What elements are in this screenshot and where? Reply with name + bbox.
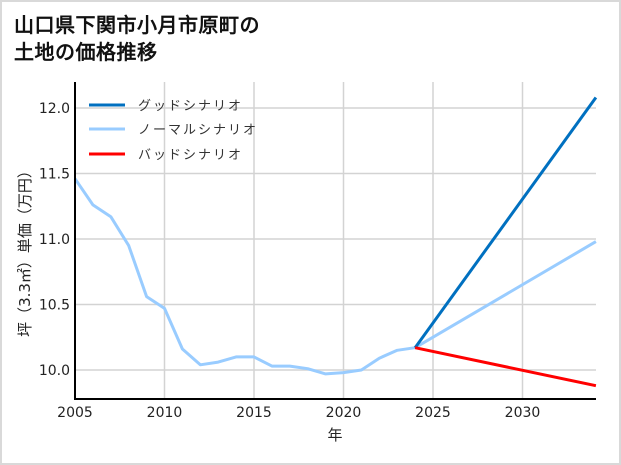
- y-axis-label: 坪（3.3㎡）単価（万円）: [16, 163, 34, 337]
- x-tick-label: 2015: [236, 405, 272, 421]
- y-tick-label: 10.0: [39, 363, 70, 379]
- series-lines: [73, 96, 598, 388]
- x-tick-label: 2010: [147, 405, 183, 421]
- y-tick-labels: 10.0 10.5 11.0 11.5 12.0: [39, 101, 70, 379]
- chart-title: 山口県下関市小月市原町の 土地の価格推移: [14, 12, 260, 66]
- legend-label-bad: バッドシナリオ: [138, 148, 243, 163]
- x-tick-label: 2005: [57, 405, 93, 421]
- legend-label-good: グッドシナリオ: [138, 99, 243, 114]
- series-line-normal: [73, 177, 597, 376]
- chart-title-line-1: 山口県下関市小月市原町の: [14, 13, 260, 37]
- x-tick-label: 2020: [326, 405, 362, 421]
- x-tick-label: 2025: [415, 405, 451, 421]
- x-tick-label: 2030: [505, 405, 541, 421]
- y-tick-label: 11.0: [39, 232, 70, 248]
- series-line-good: [413, 96, 598, 349]
- x-tick-labels: 2005 2010 2015 2020 2025 2030: [57, 405, 540, 421]
- legend-label-normal: ノーマルシナリオ: [138, 123, 258, 138]
- series-line-bad: [414, 346, 597, 388]
- axes: [74, 82, 596, 400]
- y-tick-label: 10.5: [39, 298, 70, 314]
- chart-title-line-2: 土地の価格推移: [14, 40, 158, 64]
- legend: グッドシナリオ ノーマルシナリオ バッドシナリオ: [89, 99, 258, 163]
- x-axis-label: 年: [327, 426, 342, 444]
- y-tick-label: 11.5: [39, 167, 70, 183]
- y-tick-label: 12.0: [39, 101, 70, 117]
